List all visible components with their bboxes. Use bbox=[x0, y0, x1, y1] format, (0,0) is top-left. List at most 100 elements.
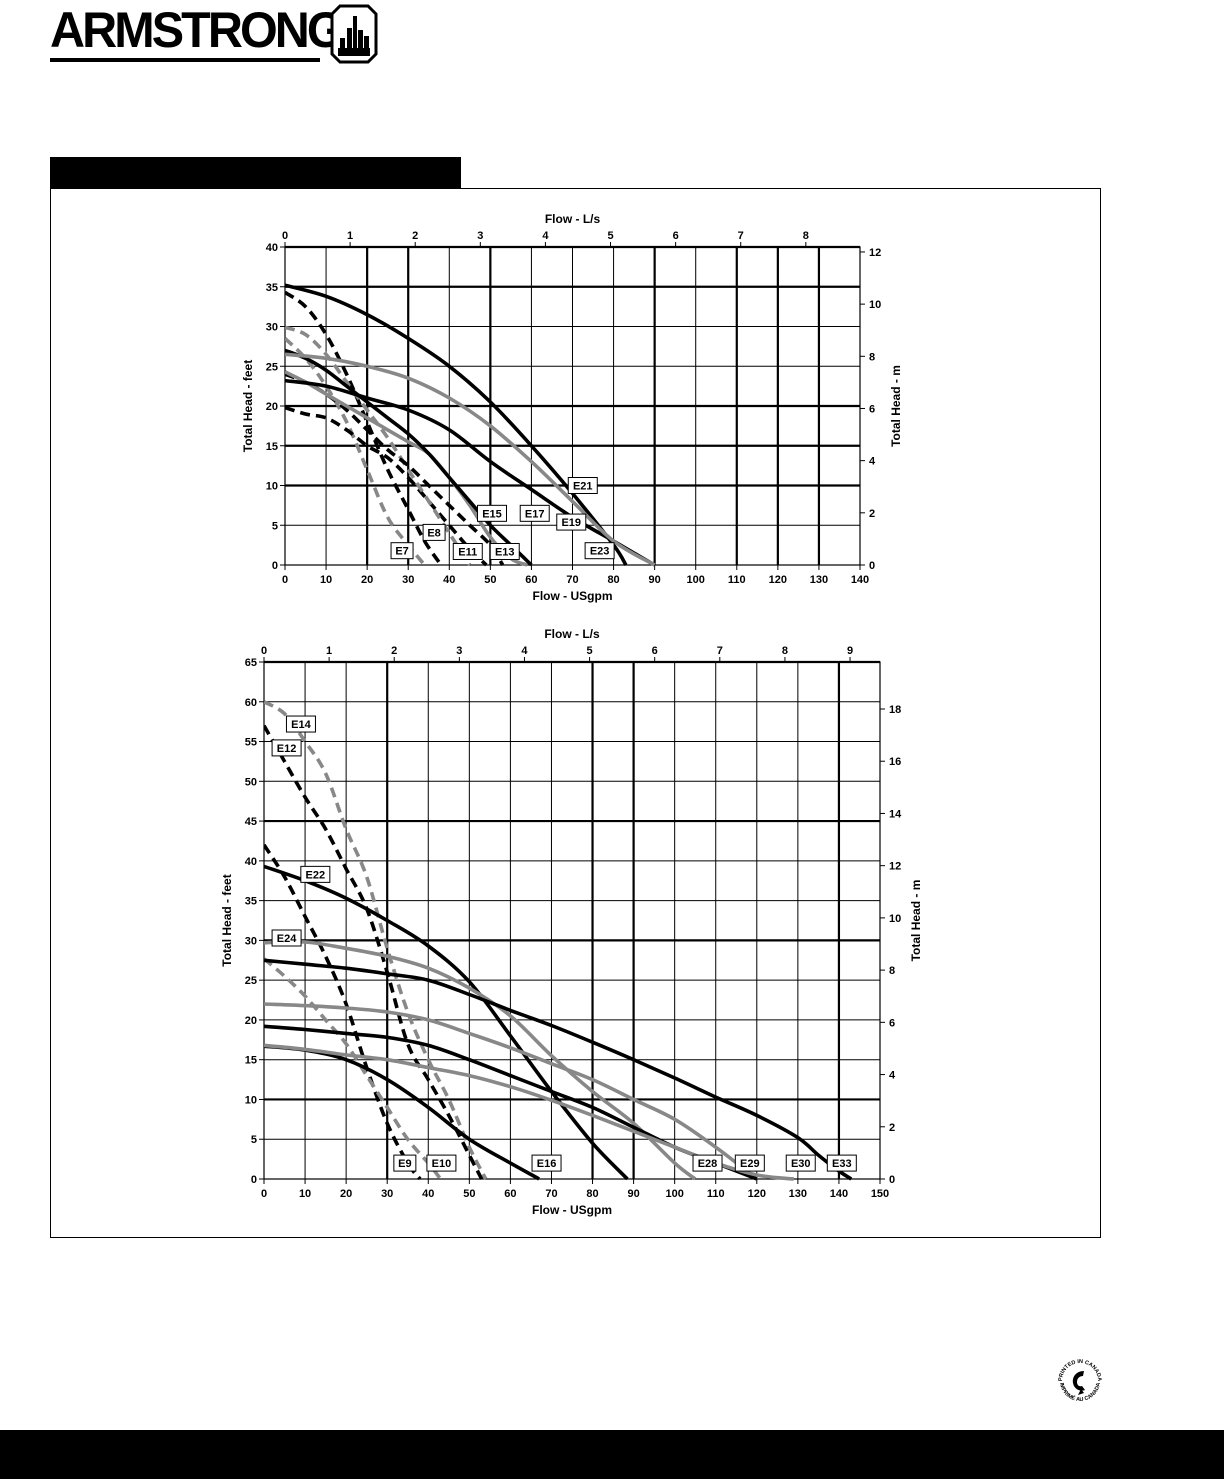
series-label-text: E17 bbox=[525, 508, 545, 520]
x-tick-label: 70 bbox=[566, 574, 578, 586]
series-label-box bbox=[300, 865, 331, 883]
series-label-e21: E21 bbox=[567, 477, 598, 494]
series-label-box bbox=[531, 1154, 562, 1172]
y-tick-label: 55 bbox=[245, 737, 257, 749]
y2-tick-label: 8 bbox=[889, 965, 895, 977]
x-tick-label: 0 bbox=[261, 1188, 267, 1200]
series-label-text: E14 bbox=[291, 719, 311, 731]
y-tick-label: 10 bbox=[266, 481, 278, 493]
series-label-text: E30 bbox=[791, 1158, 811, 1170]
x2-tick-label: 8 bbox=[782, 645, 788, 657]
y-tick-label: 35 bbox=[266, 282, 278, 294]
y-tick-label: 25 bbox=[266, 361, 278, 373]
y2-tick-label: 6 bbox=[869, 403, 875, 415]
series-label-box bbox=[785, 1154, 816, 1172]
series-label-e19: E19 bbox=[556, 513, 587, 531]
seal-text-top: PRINTED IN CANADA bbox=[1058, 1359, 1102, 1382]
y2-tick-label: 2 bbox=[869, 508, 875, 520]
x-tick-label: 130 bbox=[810, 574, 828, 586]
y-tick-label: 20 bbox=[245, 1015, 257, 1027]
x2-tick-label: 1 bbox=[326, 645, 332, 657]
x2-tick-label: 7 bbox=[717, 645, 723, 657]
series-line-e19 bbox=[285, 378, 656, 567]
x-tick-label: 90 bbox=[627, 1188, 639, 1200]
series-label-text: E28 bbox=[698, 1158, 718, 1170]
x2-tick-label: 0 bbox=[261, 645, 267, 657]
y-tick-label: 30 bbox=[245, 935, 257, 947]
x-tick-label: 130 bbox=[789, 1188, 807, 1200]
brand-underline bbox=[50, 58, 320, 62]
series-line-e13 bbox=[285, 372, 505, 566]
x-tick-label: 0 bbox=[282, 574, 288, 586]
x2-tick-label: 0 bbox=[282, 230, 288, 242]
chart-frame bbox=[50, 188, 1101, 1238]
y2-tick-label: 2 bbox=[889, 1122, 895, 1134]
series-label-box bbox=[477, 504, 507, 522]
x-tick-label: 20 bbox=[340, 1188, 352, 1200]
x2-tick-label: 2 bbox=[391, 645, 397, 657]
printed-in-canada-seal: PRINTED IN CANADA IMPRIMÉ AU CANADA bbox=[1054, 1355, 1106, 1407]
series-label-e23: E23 bbox=[584, 542, 615, 560]
series-label-text: E15 bbox=[482, 508, 502, 520]
series-label-e22: E22 bbox=[300, 865, 331, 883]
series-line-e8 bbox=[285, 290, 443, 567]
x-tick-label: 140 bbox=[851, 574, 869, 586]
y-axis-label: Total Head - feet bbox=[241, 360, 255, 452]
x-tick-label: 30 bbox=[402, 574, 414, 586]
x-tick-label: 40 bbox=[422, 1188, 434, 1200]
x-tick-label: 100 bbox=[687, 574, 705, 586]
x-axis-label: Flow - USgpm bbox=[532, 1203, 612, 1217]
y-tick-label: 60 bbox=[245, 697, 257, 709]
series-curves bbox=[264, 700, 853, 1181]
series-label-text: E13 bbox=[495, 546, 515, 558]
series-line-e28 bbox=[264, 1002, 758, 1181]
series-line-e24 bbox=[264, 939, 697, 1181]
y-axis-label: Total Head - feet bbox=[220, 874, 234, 966]
series-line-e23 bbox=[285, 352, 656, 567]
series-label-text: E12 bbox=[277, 743, 297, 755]
series-label-box bbox=[489, 542, 520, 560]
x-tick-label: 80 bbox=[607, 574, 619, 586]
series-line-e17 bbox=[285, 348, 533, 567]
series-label-e17: E17 bbox=[519, 504, 550, 522]
y2-tick-label: 10 bbox=[869, 299, 881, 311]
series-line-e12 bbox=[264, 724, 484, 1180]
series-label-e15: E15 bbox=[477, 504, 507, 522]
series-label-text: E22 bbox=[306, 869, 326, 881]
brand-wordmark: ARMSTRONG bbox=[50, 2, 345, 58]
footer-bar bbox=[0, 1430, 1224, 1479]
y2-tick-label: 4 bbox=[889, 1070, 896, 1082]
series-label-text: E7 bbox=[395, 546, 408, 558]
y-tick-label: 50 bbox=[245, 776, 257, 788]
series-label-e24: E24 bbox=[271, 929, 302, 947]
series-line-e9 bbox=[264, 843, 422, 1181]
x2-tick-label: 1 bbox=[347, 230, 353, 242]
series-label-box bbox=[285, 715, 316, 733]
y-tick-label: 25 bbox=[245, 975, 257, 987]
x-tick-label: 120 bbox=[748, 1188, 766, 1200]
series-line-e33 bbox=[264, 958, 853, 1181]
svg-text:PRINTED IN CANADA: PRINTED IN CANADA bbox=[1058, 1359, 1102, 1382]
x-tick-label: 30 bbox=[381, 1188, 393, 1200]
x-tick-label: 50 bbox=[463, 1188, 475, 1200]
series-label-e13: E13 bbox=[489, 542, 520, 560]
x2-tick-label: 3 bbox=[456, 645, 462, 657]
x2-tick-label: 3 bbox=[477, 230, 483, 242]
x-tick-label: 60 bbox=[525, 574, 537, 586]
series-label-text: E33 bbox=[832, 1158, 852, 1170]
series-label-e14: E14 bbox=[285, 715, 316, 733]
y-tick-label: 65 bbox=[245, 657, 257, 669]
x2-tick-label: 8 bbox=[803, 230, 809, 242]
x2-axis-label: Flow - L/s bbox=[544, 627, 600, 641]
series-label-box bbox=[519, 504, 550, 522]
series-label-e28: E28 bbox=[692, 1154, 723, 1172]
y2-tick-label: 0 bbox=[889, 1174, 895, 1186]
x-tick-label: 90 bbox=[649, 574, 661, 586]
x2-tick-label: 6 bbox=[652, 645, 658, 657]
series-label-text: E16 bbox=[537, 1158, 557, 1170]
x-axis-label: Flow - USgpm bbox=[533, 589, 613, 603]
y2-tick-label: 14 bbox=[889, 808, 902, 820]
y2-axis-label: Total Head - m bbox=[889, 365, 903, 447]
series-label-text: E29 bbox=[740, 1158, 760, 1170]
series-label-box bbox=[826, 1154, 857, 1172]
